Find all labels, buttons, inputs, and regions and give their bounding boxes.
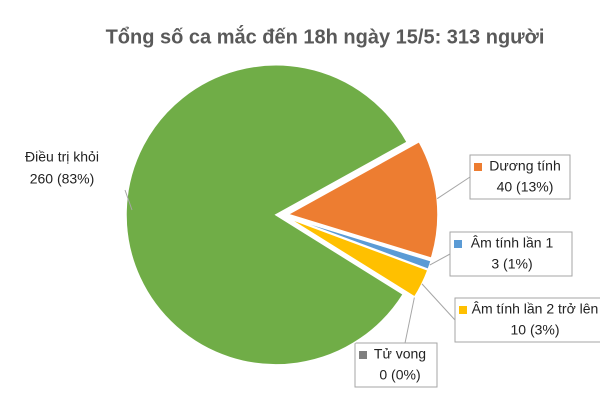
leader-line: [421, 283, 456, 321]
label-name: Âm tính lần 1: [471, 235, 554, 251]
label-value: 260 (83%): [30, 171, 95, 187]
label-box: [469, 154, 571, 200]
label-value: 3 (1%): [491, 256, 532, 272]
label-name: Tử vong: [374, 346, 426, 362]
label-name: Điều trị khỏi: [25, 149, 99, 165]
pie-slice: [286, 140, 439, 260]
label-name: Dương tính: [489, 158, 560, 174]
legend-swatch: [459, 306, 467, 314]
label-box: [449, 231, 573, 277]
leader-line: [124, 189, 133, 211]
legend-swatch: [359, 351, 367, 359]
leader-line: [436, 176, 471, 200]
label-name: Âm tính lần 2 trở lên: [472, 301, 599, 317]
pie-slice: [125, 64, 409, 366]
label-box: [354, 342, 438, 388]
legend-swatch: [474, 163, 482, 171]
legend-swatch: [454, 240, 462, 248]
label-value: 10 (3%): [510, 322, 559, 338]
chart-title: Tổng số ca mắc đến 18h ngày 15/5: 313 ng…: [106, 24, 545, 48]
label-box: [454, 297, 600, 343]
leader-line: [429, 253, 451, 266]
pie-slice: [286, 217, 415, 299]
label-value: 40 (13%): [497, 179, 554, 195]
label-value: 0 (0%): [379, 367, 420, 383]
